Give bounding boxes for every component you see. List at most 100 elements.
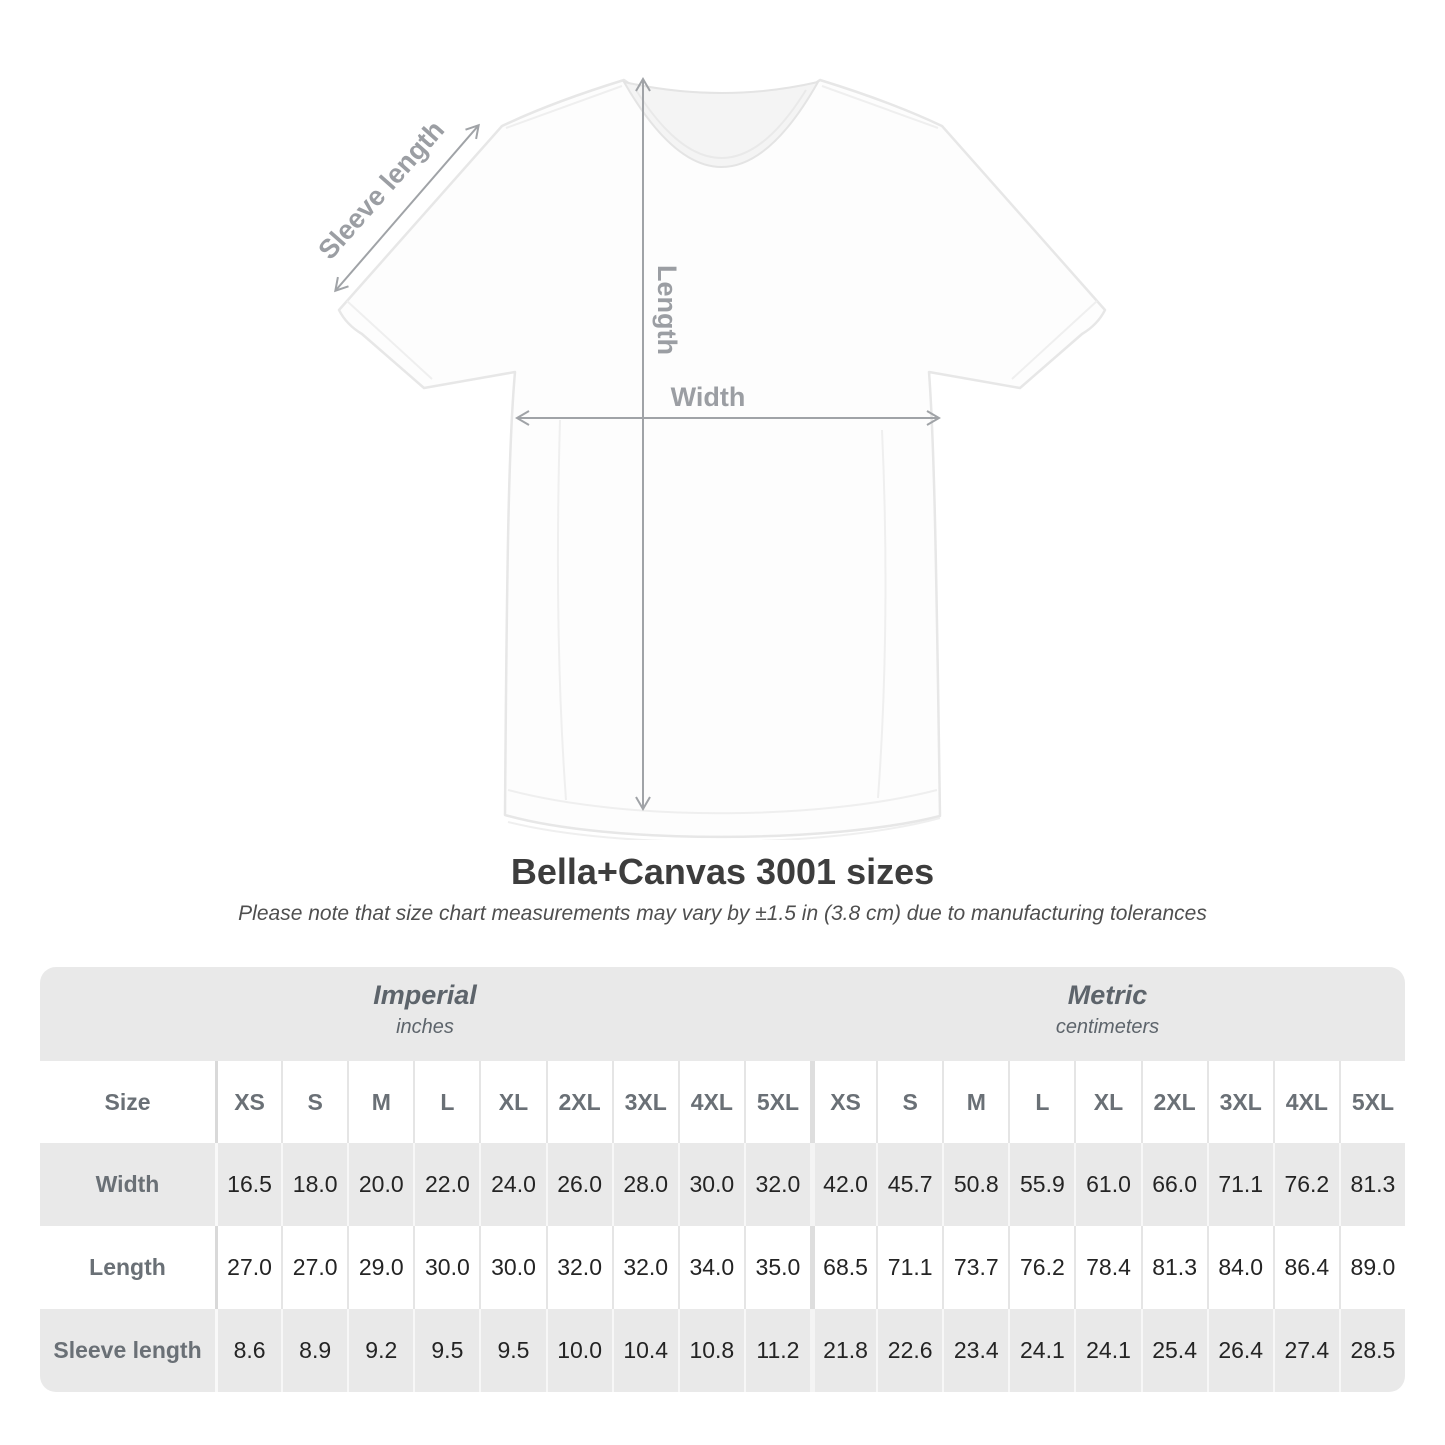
tshirt-neck-opening [621, 80, 820, 168]
value-cell: 61.0 [1074, 1143, 1140, 1226]
value-cell: 78.4 [1074, 1226, 1140, 1309]
size-header-cell: M [347, 1061, 413, 1143]
value-cell: 27.0 [281, 1226, 347, 1309]
value-cell: 73.7 [942, 1226, 1008, 1309]
size-header-cell: 5XL [1338, 1061, 1405, 1143]
table-row-length: Length 27.0 27.0 29.0 30.0 30.0 32.0 32.… [40, 1226, 1405, 1309]
value-cell: 20.0 [347, 1143, 413, 1226]
value-cell: 55.9 [1008, 1143, 1074, 1226]
size-header-cell: XL [1074, 1061, 1140, 1143]
value-cell: 68.5 [810, 1226, 876, 1309]
metric-title: Metric [1067, 979, 1148, 1010]
row-label: Sleeve length [53, 1337, 202, 1363]
value-cell: 10.8 [677, 1309, 744, 1392]
sleeve-length-arrow [334, 123, 480, 293]
size-header-cell: S [876, 1061, 942, 1143]
length-label: Length [652, 265, 682, 355]
value-cell: 34.0 [677, 1226, 744, 1309]
row-label: Length [89, 1254, 166, 1280]
imperial-title: Imperial [373, 979, 477, 1010]
value-cell: 24.1 [1074, 1309, 1140, 1392]
value-cell: 24.1 [1008, 1309, 1074, 1392]
tshirt-graphic [337, 78, 1107, 840]
size-header-cell: 4XL [1272, 1061, 1339, 1143]
size-header-cell: M [942, 1061, 1008, 1143]
tshirt-collar-band [635, 89, 807, 159]
value-cell: 27.4 [1272, 1309, 1339, 1392]
size-header-cell: 3XL [611, 1061, 678, 1143]
value-cell: 50.8 [942, 1143, 1008, 1226]
value-cell: 18.0 [281, 1143, 347, 1226]
value-cell: 26.0 [545, 1143, 612, 1226]
value-cell: 29.0 [347, 1226, 413, 1309]
size-header-cell: S [281, 1061, 347, 1143]
size-header-cell: 2XL [1140, 1061, 1207, 1143]
value-cell: 10.4 [611, 1309, 678, 1392]
value-cell: 26.4 [1206, 1309, 1273, 1392]
value-cell: 28.0 [611, 1143, 678, 1226]
imperial-subtitle: inches [396, 1015, 454, 1038]
size-header-cell: L [413, 1061, 479, 1143]
page-title: Bella+Canvas 3001 sizes [510, 851, 935, 892]
value-cell: 71.1 [876, 1226, 942, 1309]
metric-subtitle: centimeters [1055, 1015, 1160, 1038]
value-cell: 24.0 [479, 1143, 545, 1226]
value-cell: 42.0 [810, 1143, 876, 1226]
unit-header-imperial: Imperial inches [40, 967, 810, 1061]
value-cell: 84.0 [1206, 1226, 1273, 1309]
value-cell: 30.0 [479, 1226, 545, 1309]
unit-header-row: Imperial inches Metric centimeters [40, 967, 1405, 1061]
size-header-cell: 3XL [1206, 1061, 1273, 1143]
unit-header-metric: Metric centimeters [810, 967, 1405, 1061]
value-cell: 32.0 [611, 1226, 678, 1309]
value-cell: 28.5 [1338, 1309, 1405, 1392]
size-column-header: Size [104, 1088, 151, 1115]
value-cell: 32.0 [545, 1226, 612, 1309]
value-cell: 89.0 [1338, 1226, 1405, 1309]
value-cell: 8.6 [215, 1309, 281, 1392]
measurement-arrows [334, 77, 941, 811]
value-cell: 25.4 [1140, 1309, 1207, 1392]
table-row-width: Width 16.5 18.0 20.0 22.0 24.0 26.0 28.0… [40, 1143, 1405, 1226]
value-cell: 30.0 [413, 1226, 479, 1309]
size-header-cell: XL [479, 1061, 545, 1143]
value-cell: 66.0 [1140, 1143, 1207, 1226]
value-cell: 9.2 [347, 1309, 413, 1392]
size-header-row: Size XS S M L XL 2XL 3XL 4XL 5XL XS S M … [40, 1061, 1405, 1143]
size-header-cell: 5XL [743, 1061, 810, 1143]
value-cell: 71.1 [1206, 1143, 1273, 1226]
size-header-cell: 2XL [545, 1061, 612, 1143]
table-row-sleeve-length: Sleeve length 8.6 8.9 9.2 9.5 9.5 10.0 1… [40, 1309, 1405, 1392]
value-cell: 32.0 [743, 1143, 810, 1226]
value-cell: 22.6 [876, 1309, 942, 1392]
value-cell: 21.8 [810, 1309, 876, 1392]
value-cell: 9.5 [413, 1309, 479, 1392]
tshirt-measurement-diagram: Sleeve length Length Width [312, 77, 1107, 840]
value-cell: 23.4 [942, 1309, 1008, 1392]
value-cell: 9.5 [479, 1309, 545, 1392]
value-cell: 11.2 [743, 1309, 810, 1392]
value-cell: 16.5 [215, 1143, 281, 1226]
tshirt-seams [346, 85, 1098, 840]
page-subtitle: Please note that size chart measurements… [238, 902, 1207, 925]
size-header-cell: L [1008, 1061, 1074, 1143]
size-header-cell: XS [215, 1061, 281, 1143]
value-cell: 86.4 [1272, 1226, 1339, 1309]
value-cell: 81.3 [1338, 1143, 1405, 1226]
value-cell: 76.2 [1008, 1226, 1074, 1309]
tshirt-body [337, 78, 1107, 839]
value-cell: 22.0 [413, 1143, 479, 1226]
value-cell: 8.9 [281, 1309, 347, 1392]
width-label: Width [671, 382, 746, 412]
row-label: Width [95, 1171, 160, 1197]
value-cell: 10.0 [545, 1309, 612, 1392]
value-cell: 45.7 [876, 1143, 942, 1226]
value-cell: 81.3 [1140, 1226, 1207, 1309]
value-cell: 27.0 [215, 1226, 281, 1309]
size-header-cell: 4XL [677, 1061, 744, 1143]
size-header-cell: XS [810, 1061, 876, 1143]
value-cell: 30.0 [677, 1143, 744, 1226]
value-cell: 76.2 [1272, 1143, 1339, 1226]
size-table: Imperial inches Metric centimeters Size … [40, 967, 1405, 1392]
value-cell: 35.0 [743, 1226, 810, 1309]
